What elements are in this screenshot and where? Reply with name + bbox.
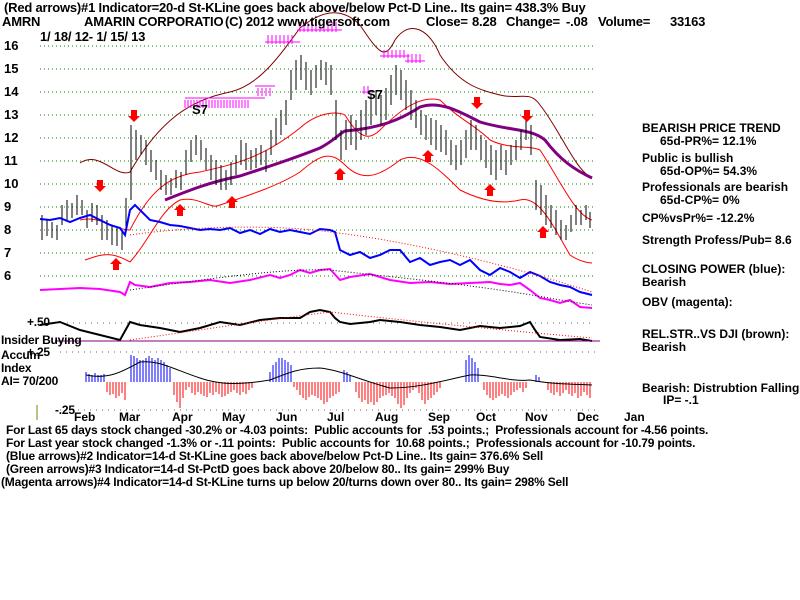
op-percent: 65d-OP%= 54.3% bbox=[660, 164, 758, 178]
copyright-notice: (C) 2012 www.tigersoft.com bbox=[225, 14, 390, 29]
indicator-3-description: (Green arrows)#3 Indicator=14-d St-PctD … bbox=[6, 462, 510, 476]
insider-buying-label: Insider Buying bbox=[1, 333, 82, 347]
month-label: Jul bbox=[327, 410, 345, 424]
month-label: Mar bbox=[119, 410, 141, 424]
month-label: Aug bbox=[375, 410, 399, 424]
accumulation-status: Bearish: Distrubtion Falling. bbox=[642, 381, 800, 395]
obv-trend bbox=[129, 269, 593, 306]
closing-power-trend bbox=[129, 226, 593, 293]
magenta-arrow-clusters bbox=[184, 22, 425, 108]
index-label: Index bbox=[1, 361, 32, 375]
change-value: -.08 bbox=[566, 14, 588, 29]
change-label: Change= bbox=[506, 14, 560, 29]
upper-band-outer bbox=[79, 12, 593, 179]
closing-power-status: Bearish bbox=[642, 275, 687, 289]
plus-25-label: +.25 bbox=[27, 345, 50, 359]
summary-last-year: For Last year stock changed -1.3% or -.1… bbox=[6, 436, 696, 450]
y-tick: 8 bbox=[4, 222, 12, 237]
indicator-1-description: (Red arrows)#1 Indicator=20-d St-KLine g… bbox=[4, 0, 586, 15]
ip-value: IP= -.1 bbox=[663, 393, 699, 407]
month-label: Apr bbox=[172, 410, 193, 424]
y-tick: 11 bbox=[4, 153, 18, 168]
s7-label: S7 bbox=[192, 102, 208, 117]
strength-ratio: Strength Profess/Pub= 8.6 bbox=[642, 233, 792, 247]
month-label: Nov bbox=[525, 410, 548, 424]
summary-65-days: For Last 65 days stock changed -30.2% or… bbox=[6, 423, 709, 437]
ai-value: AI= 70/200 bbox=[1, 374, 59, 388]
obv-title: OBV (magenta): bbox=[642, 295, 733, 309]
s7-label: S7 bbox=[367, 87, 383, 102]
minus-25-label: -.25 bbox=[55, 403, 75, 417]
price-bars bbox=[41, 55, 591, 250]
date-range: 1/ 18/ 12- 1/ 15/ 13 bbox=[40, 29, 146, 44]
close-value: 8.28 bbox=[472, 14, 497, 29]
y-tick: 13 bbox=[4, 107, 19, 122]
indicator-gridlines bbox=[55, 322, 595, 411]
month-label: Sep bbox=[428, 410, 451, 424]
upper-band-inner bbox=[79, 98, 593, 231]
closing-power-title: CLOSING POWER (blue): bbox=[642, 262, 786, 276]
close-label: Close= bbox=[426, 14, 468, 29]
professionals-status: Professionals are bearish bbox=[642, 180, 789, 194]
public-status: Public is bullish bbox=[642, 151, 734, 165]
cp-percent: 65d-CP%= 0% bbox=[660, 193, 740, 207]
red-arrows bbox=[94, 97, 549, 270]
plus-50-label: +.50 bbox=[27, 315, 50, 329]
indicator-4-description: (Magenta arrows)#4 Indicator=14-d St-KLi… bbox=[1, 475, 569, 489]
relative-strength-title: REL.STR..VS DJI (brown): bbox=[642, 327, 790, 341]
moving-average-line bbox=[164, 103, 593, 202]
y-tick: 7 bbox=[4, 245, 12, 260]
closing-power-line bbox=[39, 203, 593, 296]
price-trend-title: BEARISH PRICE TREND bbox=[642, 121, 781, 135]
ticker-symbol: AMRN bbox=[2, 14, 41, 29]
y-tick: 16 bbox=[4, 38, 19, 53]
volume-label: Volume= bbox=[598, 14, 651, 29]
month-label: Oct bbox=[476, 410, 497, 424]
indicator-2-description: (Blue arrows)#2 Indicator=14-d St-KLine … bbox=[6, 449, 543, 463]
pr-percent: 65d-PR%= 12.1% bbox=[660, 134, 757, 148]
lower-band-outer bbox=[84, 155, 593, 264]
month-label: Dec bbox=[577, 410, 600, 424]
y-tick: 14 bbox=[4, 84, 19, 99]
company-name: AMARIN CORPORATIO bbox=[84, 14, 224, 29]
y-tick: 12 bbox=[4, 130, 19, 145]
volume-value: 33163 bbox=[670, 14, 706, 29]
month-label: Jun bbox=[276, 410, 298, 424]
y-tick: 15 bbox=[4, 61, 19, 76]
cp-vs-pr: CP%vsPr%= -12.2% bbox=[642, 211, 755, 225]
accum-label: Accum bbox=[1, 348, 41, 362]
relative-strength-line bbox=[39, 308, 593, 342]
relative-strength-trend bbox=[129, 311, 593, 341]
month-label: May bbox=[222, 410, 246, 424]
price-gridlines bbox=[40, 45, 595, 277]
month-label: Jan bbox=[624, 410, 645, 424]
accumulation-histogram bbox=[85, 355, 593, 408]
month-label: Feb bbox=[74, 410, 96, 424]
obv-line bbox=[39, 267, 593, 309]
y-tick: 10 bbox=[4, 176, 19, 191]
relative-strength-status: Bearish bbox=[642, 340, 687, 354]
y-tick: 6 bbox=[4, 268, 12, 283]
y-tick: 9 bbox=[4, 199, 12, 214]
